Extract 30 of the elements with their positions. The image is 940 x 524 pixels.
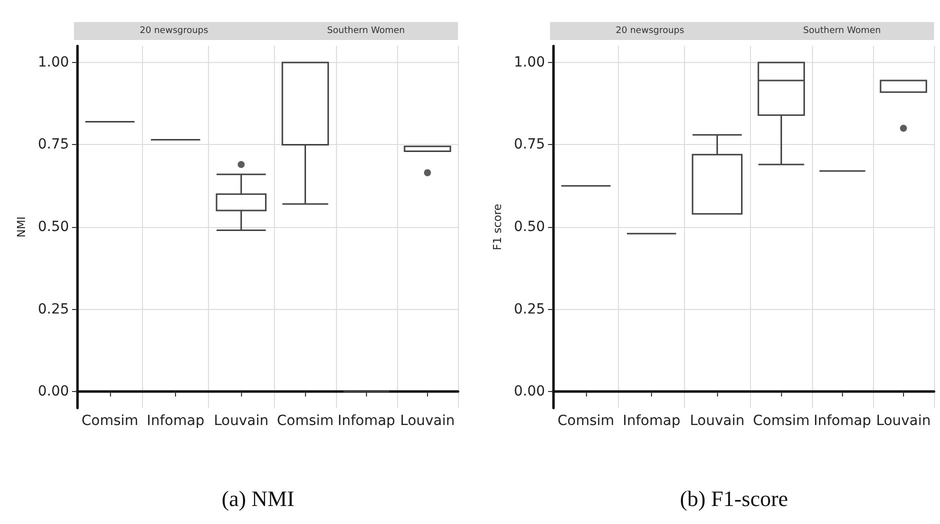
chart-title: 20 newsgroups	[550, 22, 750, 40]
y-tick-label: 0.25	[514, 301, 546, 318]
x-tick-label: Louvain	[876, 413, 931, 429]
x-tick-label: Infomap	[814, 413, 872, 429]
text: (b) F1-score	[678, 486, 790, 512]
x-tick-label: Comsim	[81, 413, 138, 429]
y-tick-label: 0.00	[514, 384, 546, 400]
y-tick-label: 0.75	[38, 136, 70, 153]
x-tick-label: Comsim	[752, 413, 810, 429]
y-tick-label: 1.00	[514, 54, 546, 70]
y-tick-label: 1.00	[38, 54, 70, 70]
x-tick-label: Louvain	[214, 413, 268, 429]
chart-title: Southern Women	[274, 22, 458, 40]
chart-title: 20 newsgroups	[74, 22, 274, 40]
x-tick-label: Comsim	[557, 413, 614, 429]
y-axis-title: F1 score	[491, 204, 504, 250]
y-tick-label: 0.50	[38, 219, 70, 235]
text: (a) NMI	[220, 486, 296, 512]
chart-title: Southern Women	[750, 22, 934, 40]
x-tick-label: Infomap	[146, 413, 204, 429]
x-tick-label: Infomap	[622, 413, 680, 429]
y-tick-label: 0.25	[38, 301, 70, 318]
y-tick-label: 0.50	[514, 219, 546, 235]
y-tick-label: 0.75	[514, 136, 546, 153]
x-tick-label: Infomap	[338, 413, 396, 429]
y-tick-label: 0.00	[38, 384, 70, 400]
x-tick-label: Louvain	[690, 413, 744, 429]
x-tick-label: Louvain	[400, 413, 455, 429]
y-axis-title: NMI	[15, 216, 28, 238]
x-tick-label: Comsim	[276, 413, 334, 429]
